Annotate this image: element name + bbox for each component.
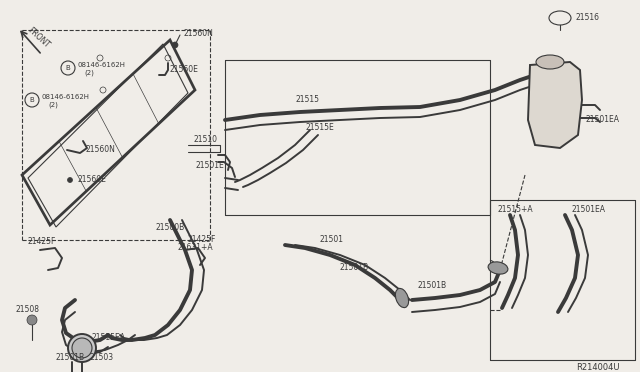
Circle shape bbox=[68, 334, 96, 362]
Text: 21501B: 21501B bbox=[340, 263, 369, 273]
Text: 21560N: 21560N bbox=[85, 145, 115, 154]
Text: 21501B: 21501B bbox=[418, 280, 447, 289]
Text: B: B bbox=[66, 65, 70, 71]
Text: 21508: 21508 bbox=[16, 305, 40, 314]
Circle shape bbox=[67, 177, 72, 183]
Circle shape bbox=[72, 338, 92, 358]
Circle shape bbox=[27, 315, 37, 325]
Text: 21560E: 21560E bbox=[170, 65, 199, 74]
Ellipse shape bbox=[396, 288, 408, 308]
Text: 21501E: 21501E bbox=[195, 160, 224, 170]
Text: 21560N: 21560N bbox=[183, 29, 213, 38]
Text: B: B bbox=[29, 97, 35, 103]
Text: 21515EA: 21515EA bbox=[92, 334, 126, 343]
Text: 21425F: 21425F bbox=[28, 237, 56, 247]
Text: 21510: 21510 bbox=[193, 135, 217, 144]
Text: 21503: 21503 bbox=[90, 353, 114, 362]
Text: FRONT: FRONT bbox=[26, 26, 51, 50]
Text: 21560E: 21560E bbox=[78, 176, 107, 185]
Text: (2): (2) bbox=[48, 102, 58, 108]
Circle shape bbox=[172, 42, 178, 48]
Text: 21501: 21501 bbox=[320, 235, 344, 244]
Text: R214004U: R214004U bbox=[577, 363, 620, 372]
Text: 08146-6162H: 08146-6162H bbox=[42, 94, 90, 100]
Polygon shape bbox=[528, 62, 582, 148]
Text: 21515+A: 21515+A bbox=[498, 205, 534, 215]
Text: 21515E: 21515E bbox=[305, 124, 333, 132]
Text: 21501B: 21501B bbox=[55, 353, 84, 362]
Ellipse shape bbox=[488, 262, 508, 274]
Text: 08146-6162H: 08146-6162H bbox=[78, 62, 126, 68]
Text: 21631+A: 21631+A bbox=[178, 244, 214, 253]
Text: 21500B: 21500B bbox=[155, 224, 184, 232]
Ellipse shape bbox=[536, 55, 564, 69]
Text: 21501EA: 21501EA bbox=[585, 115, 619, 125]
Text: 21515: 21515 bbox=[295, 96, 319, 105]
Text: 21516: 21516 bbox=[576, 13, 600, 22]
Ellipse shape bbox=[549, 11, 571, 25]
Text: (2): (2) bbox=[84, 70, 94, 76]
Text: 21425F: 21425F bbox=[188, 235, 216, 244]
Text: 21501EA: 21501EA bbox=[572, 205, 606, 215]
